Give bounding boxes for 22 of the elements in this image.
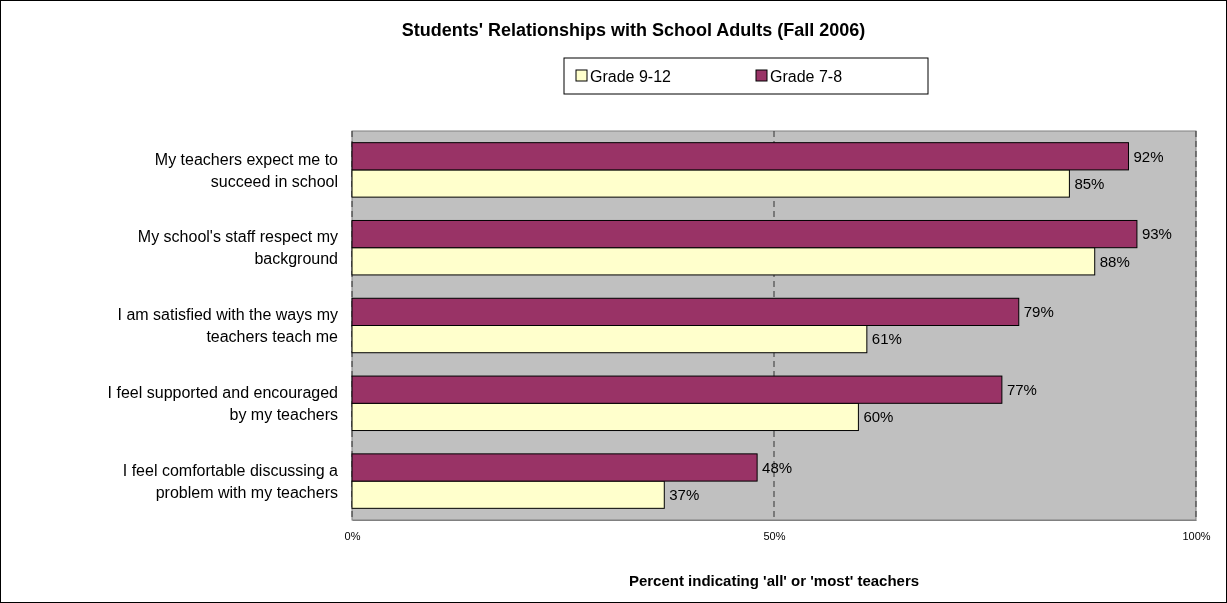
y-tick-label: My teachers expect me to succeed in school [154, 150, 339, 190]
data-label: 93% [1141, 225, 1172, 243]
data-label: 79% [1023, 303, 1054, 321]
y-tick-label: My school's staff respect my background [137, 228, 338, 268]
legend-label: Grade 9-12 [590, 67, 672, 85]
data-label: 88% [1099, 252, 1130, 270]
data-label: 60% [863, 408, 894, 426]
data-label: 37% [669, 485, 700, 503]
y-tick-label: I feel supported and encouraged by my teachers [107, 383, 338, 423]
data-label: 48% [762, 458, 793, 476]
x-tick-label: 0% [344, 529, 361, 542]
x-tick-label: 100% [1182, 529, 1211, 542]
data-label: 77% [1006, 380, 1037, 398]
data-label: 61% [871, 330, 902, 348]
data-label: 85% [1074, 174, 1105, 192]
x-tick-label: 50% [763, 529, 786, 542]
x-axis-title: Percent indicating 'all' or 'most' teachers [628, 572, 920, 589]
chart-title: Students' Relationships with School Adults (Fall 2006) [401, 20, 866, 40]
y-tick-label: I am satisfied with the ways my teachers teach me [117, 306, 339, 346]
y-tick-label: I feel comfortable discussing a problem with my teachers [122, 461, 339, 501]
legend-label: Grade 7-8 [770, 67, 843, 85]
data-label: 92% [1133, 147, 1164, 165]
